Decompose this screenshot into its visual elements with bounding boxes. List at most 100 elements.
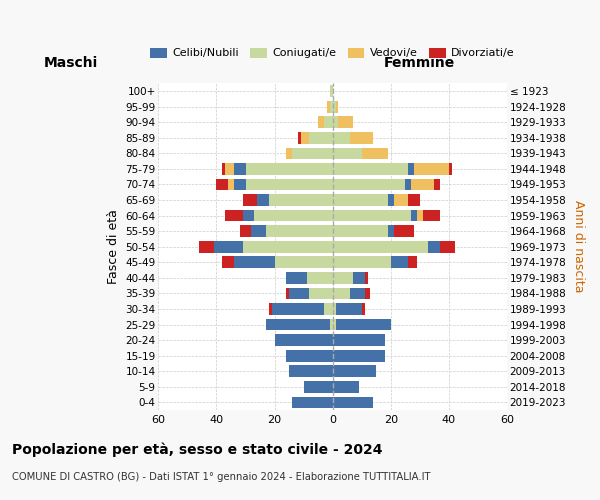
Bar [414,163,449,175]
Bar [440,241,455,252]
Text: Femmine: Femmine [384,56,455,70]
Bar [272,303,324,315]
Bar [257,194,269,206]
Bar [217,178,228,190]
Bar [332,381,359,392]
Bar [269,303,272,315]
Bar [411,210,417,222]
Y-axis label: Fasce di età: Fasce di età [107,210,120,284]
Bar [350,288,365,300]
Bar [234,256,275,268]
Bar [332,163,408,175]
Bar [292,396,332,408]
Bar [332,334,385,346]
Bar [298,132,301,143]
Bar [417,210,422,222]
Bar [411,178,434,190]
Bar [335,101,338,112]
Bar [332,303,335,315]
Bar [332,396,373,408]
Bar [234,163,245,175]
Bar [292,148,332,159]
Bar [266,226,332,237]
Bar [332,226,388,237]
Bar [330,101,332,112]
Bar [365,288,370,300]
Bar [242,210,254,222]
Bar [332,194,388,206]
Bar [408,256,417,268]
Bar [332,256,391,268]
Bar [394,226,414,237]
Bar [332,318,335,330]
Bar [405,178,411,190]
Bar [275,256,332,268]
Bar [286,350,332,362]
Bar [254,210,332,222]
Bar [388,226,394,237]
Bar [330,86,332,97]
Bar [225,210,242,222]
Bar [310,132,332,143]
Bar [353,272,365,283]
Bar [310,288,332,300]
Bar [335,303,362,315]
Bar [251,226,266,237]
Y-axis label: Anni di nascita: Anni di nascita [572,200,585,293]
Bar [434,178,440,190]
Bar [332,132,350,143]
Bar [242,194,257,206]
Bar [330,318,332,330]
Bar [449,163,452,175]
Bar [332,350,385,362]
Bar [408,163,414,175]
Bar [289,288,310,300]
Bar [335,318,391,330]
Bar [332,288,350,300]
Bar [362,303,365,315]
Bar [428,241,440,252]
Bar [332,116,338,128]
Bar [245,163,332,175]
Bar [245,178,332,190]
Bar [408,194,420,206]
Bar [225,163,234,175]
Bar [350,132,373,143]
Bar [338,116,353,128]
Bar [332,241,428,252]
Bar [286,148,292,159]
Bar [307,272,332,283]
Bar [199,241,214,252]
Text: Popolazione per età, sesso e stato civile - 2024: Popolazione per età, sesso e stato civil… [12,442,383,457]
Bar [286,288,289,300]
Bar [318,116,324,128]
Bar [332,101,335,112]
Bar [222,163,225,175]
Bar [332,178,405,190]
Text: COMUNE DI CASTRO (BG) - Dati ISTAT 1° gennaio 2024 - Elaborazione TUTTITALIA.IT: COMUNE DI CASTRO (BG) - Dati ISTAT 1° ge… [12,472,431,482]
Bar [388,194,394,206]
Bar [422,210,440,222]
Bar [214,241,242,252]
Bar [275,334,332,346]
Legend: Celibi/Nubili, Coniugati/e, Vedovi/e, Divorziati/e: Celibi/Nubili, Coniugati/e, Vedovi/e, Di… [146,43,519,63]
Bar [365,272,367,283]
Bar [324,303,332,315]
Bar [286,272,307,283]
Bar [289,366,332,377]
Bar [332,272,353,283]
Bar [234,178,245,190]
Bar [332,210,411,222]
Bar [394,194,408,206]
Bar [304,381,332,392]
Bar [269,194,332,206]
Bar [301,132,310,143]
Bar [324,116,332,128]
Bar [240,226,251,237]
Text: Maschi: Maschi [44,56,98,70]
Bar [266,318,330,330]
Bar [228,178,234,190]
Bar [362,148,388,159]
Bar [332,366,376,377]
Bar [222,256,234,268]
